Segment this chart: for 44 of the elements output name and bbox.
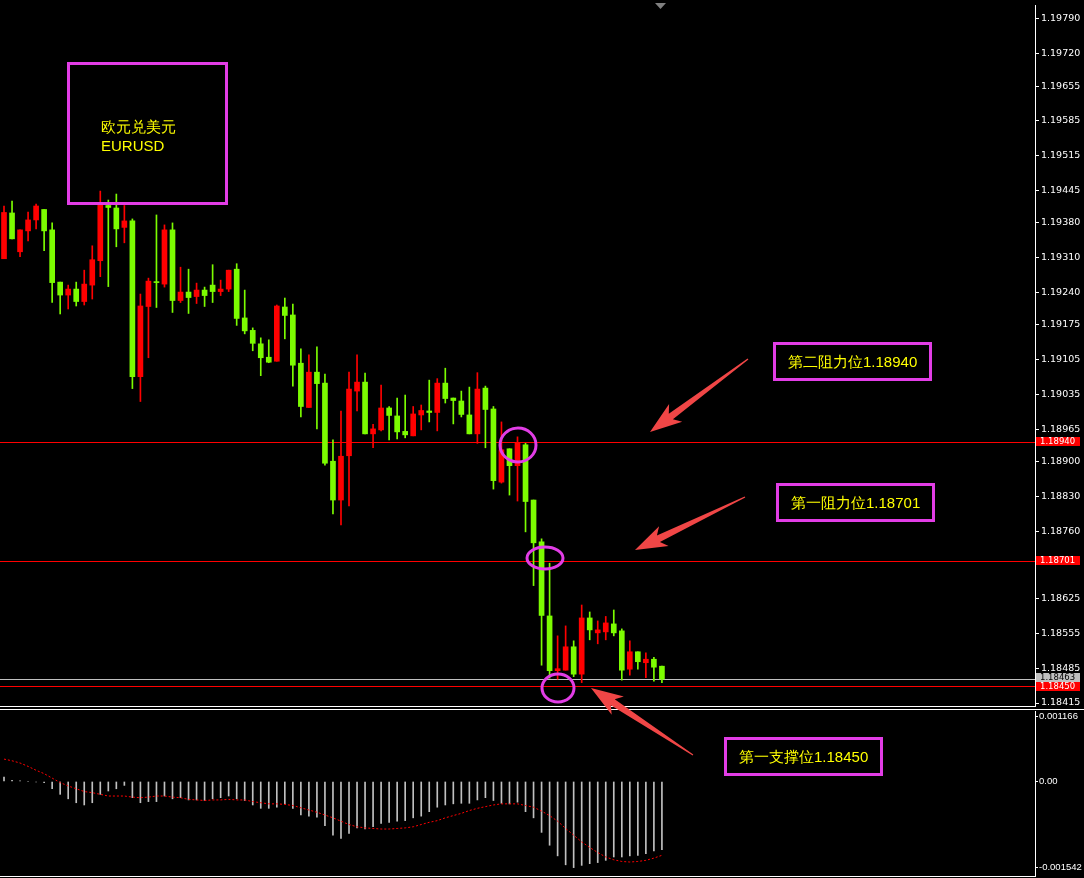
- y-tick-label: 1.18555: [1041, 626, 1081, 638]
- y-tick-label: 1.19790: [1041, 12, 1081, 24]
- y-tick-label: 1.19585: [1041, 114, 1081, 126]
- y-tick-label: 1.19175: [1041, 318, 1081, 330]
- annotation: 第一阻力位1.18701: [791, 493, 921, 512]
- y-tick-label: 0.001166: [1039, 709, 1078, 721]
- candlestick: [282, 297, 288, 340]
- candlestick: [450, 397, 457, 425]
- text: 欧元兑美元: [101, 118, 176, 136]
- candlestick: [265, 339, 272, 364]
- y-tick-label: 1.18900: [1041, 455, 1081, 467]
- candlestick: [418, 404, 425, 431]
- candlestick: [105, 199, 112, 287]
- ref-line-label: 1.18940: [1040, 436, 1076, 447]
- line-series: [3, 758, 663, 863]
- y-tick-label: 1.19655: [1041, 79, 1081, 91]
- candlestick: [426, 379, 433, 423]
- y-tick-label: 1.18625: [1041, 592, 1081, 604]
- candlestick: [643, 652, 649, 678]
- y-tick-label: 1.19720: [1041, 47, 1081, 59]
- y-tick-label: 1.18485: [1041, 661, 1081, 673]
- y-tick-label: 1.19445: [1041, 184, 1081, 196]
- y-tick-label: 1.18415: [1041, 696, 1081, 708]
- candlestick: [314, 346, 320, 430]
- y-tick-label: 0.00: [1039, 775, 1058, 787]
- annotation: 第二阻力位1.18940: [788, 352, 918, 371]
- ref-line-label: 1.18450: [1040, 681, 1076, 692]
- annotation: 第一支撑位1.18450: [739, 747, 869, 766]
- y-tick-label: 1.19105: [1041, 353, 1081, 365]
- candlestick: [354, 354, 360, 412]
- ref-line-label: 1.18463: [1040, 672, 1076, 683]
- candlestick: [402, 394, 408, 439]
- y-tick-label: 1.18965: [1041, 422, 1081, 434]
- candlestick: [386, 406, 392, 441]
- y-tick-label: 1.19035: [1041, 388, 1081, 400]
- y-tick-label: 1.19240: [1041, 286, 1081, 298]
- y-tick-label: 1.18760: [1041, 524, 1081, 536]
- y-tick-label: 1.19380: [1041, 216, 1081, 228]
- text: EURUSD: [101, 137, 165, 155]
- ref-line-label: 1.18701: [1040, 555, 1076, 566]
- y-tick-label: 1.18830: [1041, 490, 1081, 502]
- y-tick-label: 1.19310: [1041, 251, 1081, 263]
- y-tick-label: 1.19515: [1041, 149, 1081, 161]
- y-tick-label: -0.001542: [1039, 861, 1082, 873]
